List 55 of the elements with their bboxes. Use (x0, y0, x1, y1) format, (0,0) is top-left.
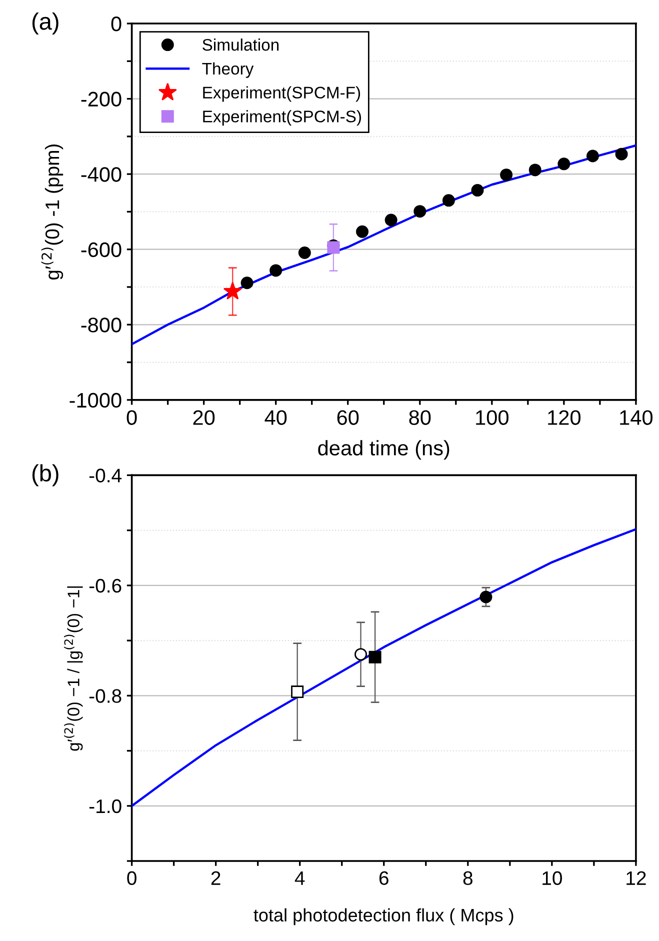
x-tick-label: 120 (548, 410, 580, 425)
y-tick-label: -200 (81, 92, 122, 107)
point (240, 276, 254, 290)
x-tick-label: 0 (127, 871, 136, 886)
x-tick-label: 140 (620, 410, 652, 425)
point (223, 282, 242, 300)
x-tick-label: 20 (193, 410, 215, 425)
y-tick-label: -1000 (70, 392, 122, 408)
point (471, 184, 484, 197)
x-tick-label: 0 (126, 410, 137, 425)
x-tick-label: 12 (626, 871, 646, 885)
point (368, 650, 382, 664)
y-tick-label: 0 (111, 16, 122, 32)
point (298, 246, 311, 260)
legend-label: Experiment(SPCM-S) (203, 110, 361, 126)
point (528, 164, 542, 176)
x-tick-label: 40 (264, 410, 287, 425)
x-axis-title: total photodetection flux ( Mcps ) (254, 908, 514, 926)
point (480, 590, 492, 604)
y-axis-title: g′$^{(2)}$(0) -1 (ppm) (41, 144, 64, 280)
x-tick-label: 6 (379, 871, 388, 886)
x-tick-label: 100 (476, 410, 508, 425)
y-tick-label: -600 (81, 242, 122, 258)
point (442, 194, 455, 207)
point (270, 264, 282, 277)
y-tick-label: -0.6 (89, 578, 122, 593)
legend-label: Theory (202, 62, 254, 78)
point (356, 225, 369, 238)
y-tick-label: -0.4 (89, 468, 122, 482)
x-axis-title: dead time (ns) (318, 440, 450, 460)
line-series (132, 528, 636, 808)
chart-title: (a) (32, 12, 58, 35)
y-tick-label: -800 (81, 318, 122, 332)
x-tick-label: 8 (463, 871, 472, 886)
point (414, 205, 426, 218)
x-tick-label: 60 (337, 410, 359, 425)
point (615, 148, 628, 160)
point (354, 648, 368, 661)
x-tick-label: 10 (542, 871, 562, 886)
x-tick-label: 4 (294, 871, 305, 885)
y-tick-label: -400 (81, 167, 122, 182)
point (384, 214, 398, 226)
y-tick-label: -1.0 (89, 799, 122, 814)
chart-title: (b) (32, 464, 58, 486)
legend-label: Experiment(SPCM-F) (203, 86, 360, 102)
point (291, 686, 304, 698)
x-tick-label: 80 (409, 410, 431, 425)
y-axis-title: g′$^{(2)}$(0) −1 / |g$^{(2)}$(0) −1| (64, 586, 83, 751)
line-series (132, 144, 636, 346)
point (500, 168, 513, 182)
x-tick-label: 2 (211, 871, 220, 885)
point (586, 150, 599, 162)
point (558, 158, 570, 170)
y-tick-label: -0.8 (89, 689, 122, 703)
legend-label: Simulation (202, 38, 279, 51)
